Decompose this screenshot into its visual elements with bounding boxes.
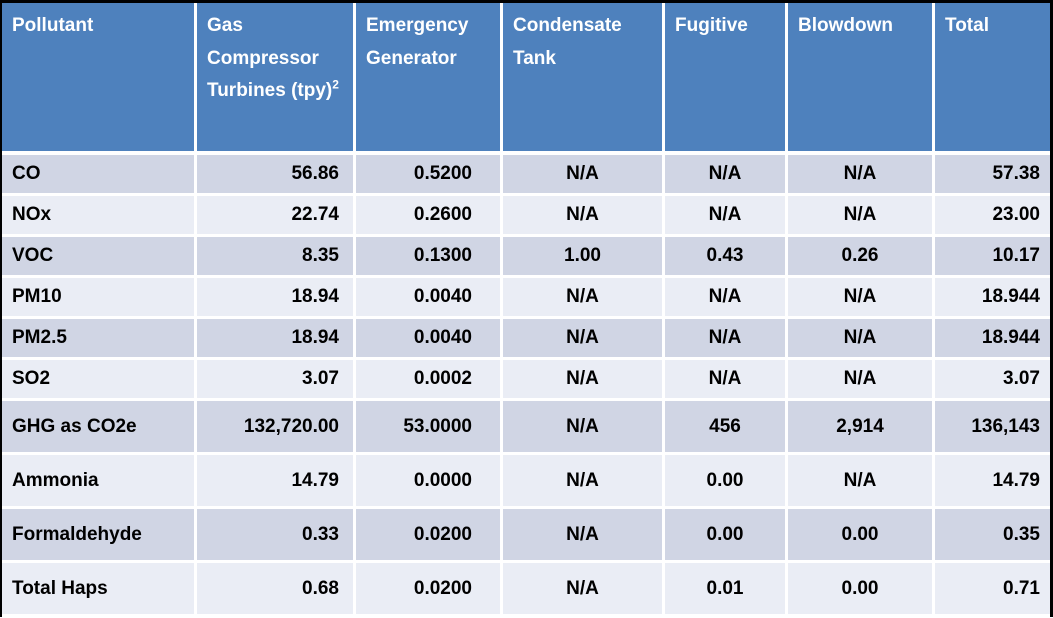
table-row: VOC 8.35 0.1300 1.00 0.43 0.26 10.17 [2,237,1050,278]
cell-total: 18.944 [935,278,1050,319]
row-label: Ammonia [2,455,197,509]
cell-gas-compressor-turbines-tpy: 132,720.00 [197,401,356,455]
cell-blowdown: 2,914 [788,401,935,455]
cell-emergency-generator: 0.0200 [356,509,503,563]
cell-blowdown: N/A [788,278,935,319]
column-header-pollutant: Pollutant [2,3,197,155]
row-label: CO [2,155,197,196]
cell-condensate-tank: N/A [503,196,665,237]
cell-emergency-generator: 0.0040 [356,319,503,360]
table-row: SO2 3.07 0.0002 N/A N/A N/A 3.07 [2,360,1050,401]
table-row: PM2.5 18.94 0.0040 N/A N/A N/A 18.944 [2,319,1050,360]
table-row: CO 56.86 0.5200 N/A N/A N/A 57.38 [2,155,1050,196]
cell-blowdown: N/A [788,455,935,509]
cell-total: 136,143 [935,401,1050,455]
cell-emergency-generator: 0.0000 [356,455,503,509]
cell-fugitive: 0.01 [665,563,788,617]
cell-total: 57.38 [935,155,1050,196]
cell-total: 10.17 [935,237,1050,278]
cell-blowdown: N/A [788,196,935,237]
cell-blowdown: N/A [788,319,935,360]
cell-emergency-generator: 0.2600 [356,196,503,237]
cell-condensate-tank: N/A [503,509,665,563]
table-header: Pollutant Gas Compressor Turbines (tpy)2 E… [2,3,1050,155]
cell-emergency-generator: 0.1300 [356,237,503,278]
cell-gas-compressor-turbines-tpy: 56.86 [197,155,356,196]
cell-total: 23.00 [935,196,1050,237]
column-header-condensate-tank: Condensate Tank [503,3,665,155]
column-header-emergency-generator: Emergency Generator [356,3,503,155]
table-body: CO 56.86 0.5200 N/A N/A N/A 57.38 NOx 22.74 0.260… [2,155,1050,617]
table-row: PM10 18.94 0.0040 N/A N/A N/A 18.944 [2,278,1050,319]
cell-emergency-generator: 53.0000 [356,401,503,455]
table-row: Total Haps 0.68 0.0200 N/A 0.01 0.00 0.71 [2,563,1050,617]
cell-fugitive: 0.43 [665,237,788,278]
cell-total: 0.35 [935,509,1050,563]
cell-blowdown: 0.00 [788,563,935,617]
cell-fugitive: N/A [665,360,788,401]
cell-total: 0.71 [935,563,1050,617]
cell-fugitive: N/A [665,196,788,237]
row-label: PM2.5 [2,319,197,360]
cell-gas-compressor-turbines-tpy: 0.68 [197,563,356,617]
cell-fugitive: 456 [665,401,788,455]
row-label: NOx [2,196,197,237]
table-row: NOx 22.74 0.2600 N/A N/A N/A 23.00 [2,196,1050,237]
cell-emergency-generator: 0.0002 [356,360,503,401]
cell-condensate-tank: N/A [503,155,665,196]
cell-total: 3.07 [935,360,1050,401]
cell-gas-compressor-turbines-tpy: 8.35 [197,237,356,278]
cell-blowdown: N/A [788,155,935,196]
cell-gas-compressor-turbines-tpy: 18.94 [197,319,356,360]
footnote-superscript: 2 [332,78,339,93]
cell-total: 18.944 [935,319,1050,360]
cell-condensate-tank: N/A [503,401,665,455]
cell-blowdown: 0.26 [788,237,935,278]
row-label: Total Haps [2,563,197,617]
column-header-total: Total [935,3,1050,155]
cell-emergency-generator: 0.0200 [356,563,503,617]
cell-blowdown: 0.00 [788,509,935,563]
cell-emergency-generator: 0.0040 [356,278,503,319]
row-label: GHG as CO2e [2,401,197,455]
cell-condensate-tank: N/A [503,319,665,360]
cell-condensate-tank: 1.00 [503,237,665,278]
cell-condensate-tank: N/A [503,360,665,401]
cell-condensate-tank: N/A [503,455,665,509]
cell-fugitive: N/A [665,278,788,319]
table-row: Formaldehyde 0.33 0.0200 N/A 0.00 0.00 0.35 [2,509,1050,563]
cell-total: 14.79 [935,455,1050,509]
cell-condensate-tank: N/A [503,278,665,319]
cell-blowdown: N/A [788,360,935,401]
cell-gas-compressor-turbines-tpy: 18.94 [197,278,356,319]
row-label: Formaldehyde [2,509,197,563]
cell-gas-compressor-turbines-tpy: 0.33 [197,509,356,563]
cell-fugitive: N/A [665,319,788,360]
column-header-fugitive: Fugitive [665,3,788,155]
column-header-gas-compressor-turbines-tpy: Gas Compressor Turbines (tpy)2 [197,3,356,155]
table-row: GHG as CO2e 132,720.00 53.0000 N/A 456 2,914 1… [2,401,1050,455]
cell-condensate-tank: N/A [503,563,665,617]
row-label: PM10 [2,278,197,319]
cell-gas-compressor-turbines-tpy: 22.74 [197,196,356,237]
table-row: Ammonia 14.79 0.0000 N/A 0.00 N/A 14.79 [2,455,1050,509]
cell-emergency-generator: 0.5200 [356,155,503,196]
cell-fugitive: 0.00 [665,509,788,563]
column-header-blowdown: Blowdown [788,3,935,155]
cell-fugitive: N/A [665,155,788,196]
row-label: VOC [2,237,197,278]
cell-gas-compressor-turbines-tpy: 3.07 [197,360,356,401]
cell-gas-compressor-turbines-tpy: 14.79 [197,455,356,509]
row-label: SO2 [2,360,197,401]
table-header-row: Pollutant Gas Compressor Turbines (tpy)2 E… [2,3,1050,155]
cell-fugitive: 0.00 [665,455,788,509]
